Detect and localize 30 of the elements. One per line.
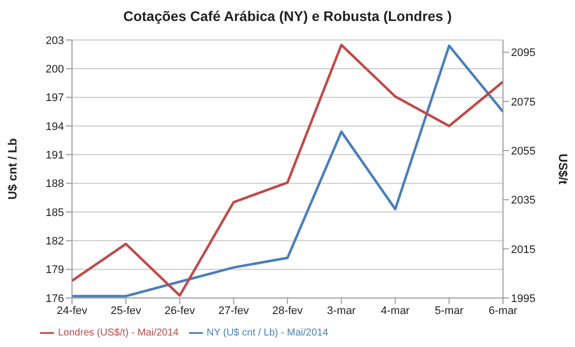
legend-label: Londres (US$/t) - Mai/2014 xyxy=(58,328,179,339)
x-tick-label: 28-fev xyxy=(272,304,304,317)
x-tick-label: 4-mar xyxy=(380,304,410,317)
y-tick-label: 197 xyxy=(46,92,64,104)
x-tick-label: 24-fev xyxy=(56,304,88,317)
y-axis-title: U$ cnt / Lb xyxy=(5,138,20,200)
y-tick-label: 176 xyxy=(46,292,64,305)
y-tick-label: 188 xyxy=(46,178,64,190)
x-tick-label: 26-fev xyxy=(164,304,196,317)
y-tick-label: 203 xyxy=(46,34,64,47)
y-tick-label: 191 xyxy=(46,150,64,162)
y2-tick-label: 2015 xyxy=(511,244,536,256)
y-tick-label: 179 xyxy=(46,264,64,276)
x-tick-label: 5-mar xyxy=(434,304,464,317)
x-tick-label: 6-mar xyxy=(488,304,518,317)
x-tick-label: 25-fev xyxy=(110,304,142,317)
chart-title: Cotações Café Arábica (NY) e Robusta (Londres ) xyxy=(122,7,453,26)
y2-tick-label: 2035 xyxy=(511,194,536,207)
y-tick-label: 194 xyxy=(46,120,64,133)
y2-tick-label: 2055 xyxy=(511,145,536,158)
y-tick-label: 185 xyxy=(46,206,64,219)
y2-tick-label: 1995 xyxy=(511,292,536,305)
y-tick-label: 182 xyxy=(46,236,64,248)
y2-axis-title: US$/t xyxy=(556,154,570,184)
x-tick-label: 27-fev xyxy=(218,304,250,317)
y2-tick-label: 2095 xyxy=(511,47,536,60)
legend-label: NY (U$ cnt / Lb) - Mai/2014 xyxy=(206,328,328,339)
x-tick-label: 3-mar xyxy=(327,304,356,317)
y2-tick-label: 2075 xyxy=(511,96,536,108)
y-tick-label: 200 xyxy=(46,64,64,76)
